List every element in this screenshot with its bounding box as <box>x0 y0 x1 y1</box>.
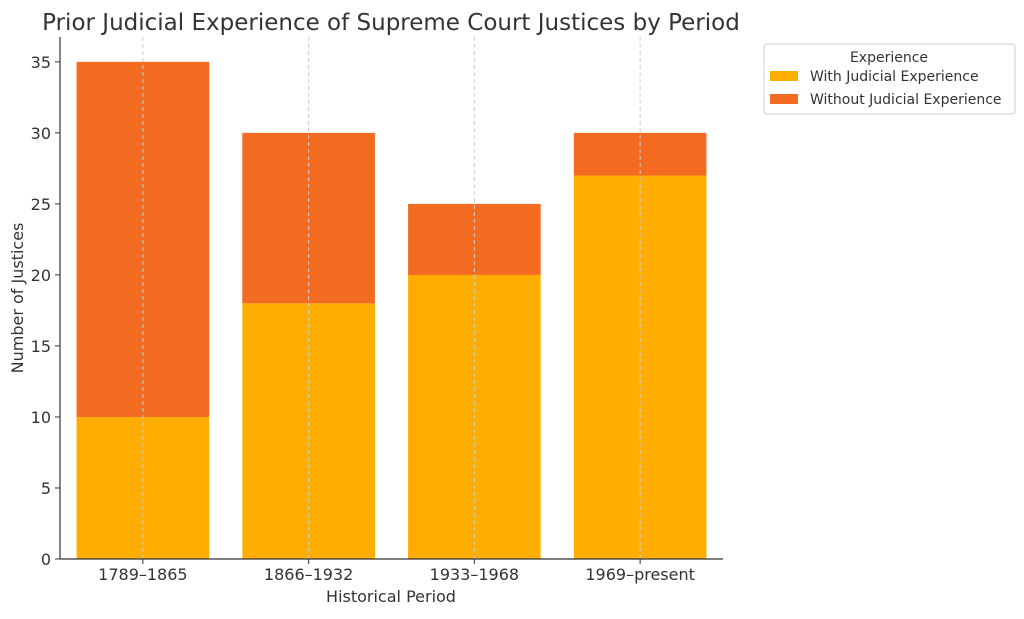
y-tick-label: 0 <box>41 550 51 569</box>
legend-frame <box>763 43 1016 115</box>
bars <box>76 61 707 559</box>
legend: Experience With Judicial Experience With… <box>763 43 1016 115</box>
x-tick-label: 1789–1865 <box>98 565 187 584</box>
x-tick-label: 1969–present <box>585 565 695 584</box>
y-tick-label: 15 <box>31 337 51 356</box>
bar-without-judicial-experience-1969-present <box>573 132 707 176</box>
y-tick-label: 5 <box>41 479 51 498</box>
y-tick-label: 20 <box>31 266 51 285</box>
x-tick-label: 1933–1968 <box>430 565 519 584</box>
chart-title: Prior Judicial Experience of Supreme Cou… <box>42 10 740 36</box>
x-axis-label: Historical Period <box>326 587 456 606</box>
bar-without-judicial-experience-1866-1932 <box>242 132 375 304</box>
legend-label-without-experience: Without Judicial Experience <box>810 92 1002 108</box>
legend-swatch-without-experience <box>770 94 798 104</box>
y-tick-label: 25 <box>31 195 51 214</box>
legend-label-with-experience: With Judicial Experience <box>810 69 979 85</box>
x-tick-label: 1866–1932 <box>264 565 353 584</box>
y-tick-label: 30 <box>31 124 51 143</box>
y-axis-label: Number of Justices <box>8 223 27 374</box>
y-tick-label: 35 <box>31 53 51 72</box>
legend-title: Experience <box>850 50 928 66</box>
y-tick-label: 10 <box>31 408 51 427</box>
gridlines <box>142 37 641 559</box>
axes: 0 5 10 15 20 25 30 35 1789–1865 1866–1932 1933–196… <box>31 37 723 584</box>
legend-swatch-with-experience <box>770 71 798 81</box>
